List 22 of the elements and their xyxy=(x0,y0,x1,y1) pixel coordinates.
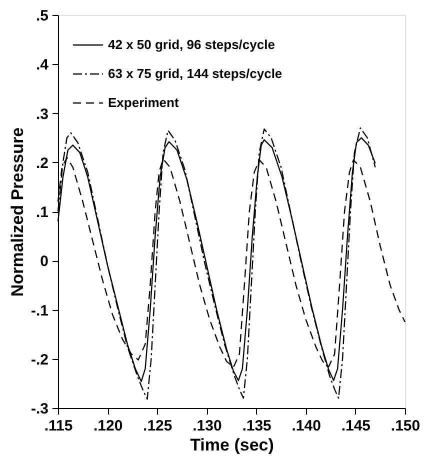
legend-label: Experiment xyxy=(108,95,180,110)
y-tick-label: -.1 xyxy=(30,302,48,320)
y-tick-label: .3 xyxy=(36,106,48,123)
y-tick-label: .1 xyxy=(36,204,48,221)
x-tick-label: .150 xyxy=(390,418,420,434)
x-tick-label: .145 xyxy=(341,418,371,434)
y-tick-label: .2 xyxy=(36,154,48,172)
x-tick-label: .125 xyxy=(143,418,172,434)
y-tick-label: .5 xyxy=(36,8,48,24)
x-tick-label: .135 xyxy=(242,418,272,434)
x-tick-label: .120 xyxy=(93,418,123,434)
x-axis-title: Time (sec) xyxy=(190,436,274,454)
x-tick-label: .140 xyxy=(292,418,321,434)
y-tick-label: -.3 xyxy=(30,400,48,418)
legend-label: 63 x 75 grid, 144 steps/cycle xyxy=(108,66,282,81)
y-tick-label: .4 xyxy=(36,56,50,74)
y-axis-title: Normalized Pressure xyxy=(8,127,27,297)
legend-label: 42 x 50 grid, 96 steps/cycle xyxy=(108,37,275,52)
y-tick-label: -.2 xyxy=(30,351,48,368)
x-tick-label: .130 xyxy=(192,418,222,434)
x-tick-label: .115 xyxy=(44,418,73,434)
y-tick-label: 0 xyxy=(40,253,48,270)
